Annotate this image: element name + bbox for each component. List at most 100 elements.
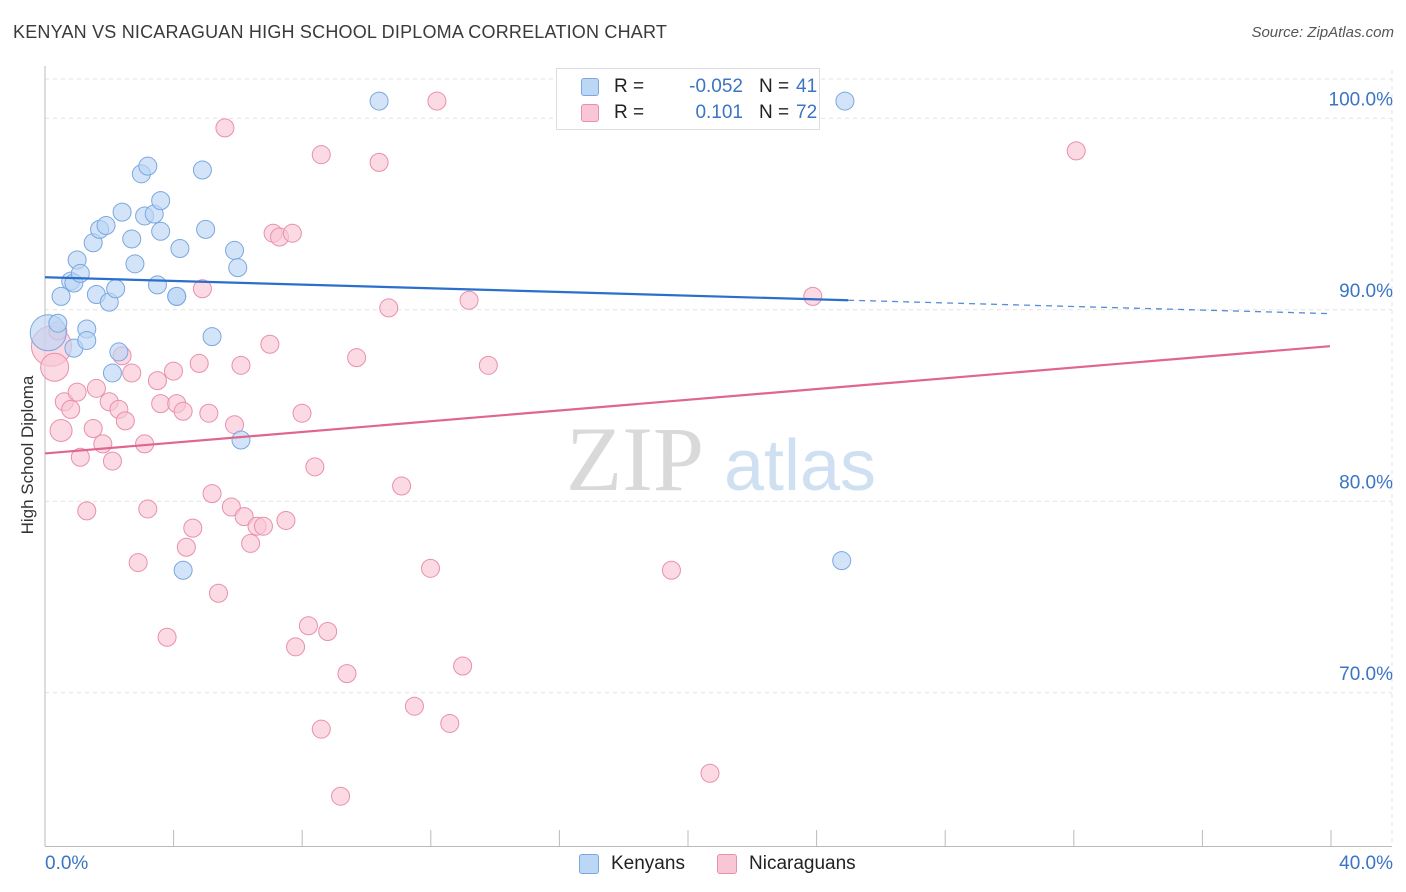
nicaraguans-point xyxy=(151,394,171,414)
nicaraguans-point xyxy=(253,516,273,536)
kenyans-point xyxy=(70,263,90,283)
nicaraguans-point xyxy=(260,334,280,354)
kenyans-point xyxy=(151,221,171,241)
nicaraguans-point xyxy=(138,499,158,519)
nicaraguans-point xyxy=(83,419,103,439)
legend-r-label: R = xyxy=(614,76,645,97)
kenyans-point xyxy=(106,279,126,299)
kenyans-point xyxy=(202,327,222,347)
y-tick-label: 70.0% xyxy=(1339,664,1393,685)
axes xyxy=(44,66,1392,847)
nicaraguans-point xyxy=(49,418,73,442)
nicaraguans-point xyxy=(231,355,251,375)
y-axis-label: High School Diploma xyxy=(18,375,37,535)
nicaraguans-point xyxy=(183,518,203,538)
trend-lines xyxy=(44,276,1331,455)
legend-n-label: N = xyxy=(759,102,790,123)
nicaraguans-point xyxy=(215,118,235,138)
x-tick-label-min: 0.0% xyxy=(45,853,88,874)
nicaraguans-point xyxy=(199,403,219,423)
tick-labels: 70.0% 80.0% 90.0% 100.0% 0.0% 40.0% xyxy=(45,89,1393,874)
kenyans-point xyxy=(48,313,68,333)
kenyans-point xyxy=(102,363,122,383)
kenyans-point xyxy=(51,286,71,306)
x-tick-label-max: 40.0% xyxy=(1339,853,1393,874)
kenyans-point xyxy=(196,219,216,239)
nicaraguans-point xyxy=(337,664,357,684)
legend-r-label: R = xyxy=(614,102,645,123)
correlation-legend: R = -0.052 N = 41 R = 0.101 N = 72 xyxy=(556,68,820,130)
legend-r-value: -0.052 xyxy=(689,76,743,97)
nicaraguans-point xyxy=(86,378,106,398)
nicaraguans-point xyxy=(70,447,90,467)
nicaraguans-point xyxy=(276,510,296,530)
kenyans-trend-line xyxy=(44,276,849,302)
nicaraguans-point xyxy=(459,290,479,310)
nicaraguans-legend-swatch xyxy=(717,854,737,874)
nicaraguans-point xyxy=(298,616,318,636)
kenyans-legend-swatch xyxy=(579,854,599,874)
nicaraguans-point xyxy=(1066,141,1086,161)
kenyans-trend-extension xyxy=(848,299,1331,315)
nicaraguans-point xyxy=(202,484,222,504)
watermark-zip: ZIP xyxy=(566,408,704,510)
nicaraguans-point xyxy=(234,507,254,527)
gridlines xyxy=(45,70,1393,845)
chart-source: Source: ZipAtlas.com xyxy=(1251,24,1394,41)
kenyans-point xyxy=(167,286,187,306)
nicaraguans-point xyxy=(122,363,142,383)
kenyans-point xyxy=(835,91,855,111)
nicaraguans-point xyxy=(478,355,498,375)
nicaraguans-point xyxy=(404,696,424,716)
nicaraguans-point xyxy=(77,501,97,521)
kenyans-point xyxy=(231,430,251,450)
y-tick-label: 80.0% xyxy=(1339,472,1393,493)
kenyans-point xyxy=(147,275,167,295)
nicaraguans-point xyxy=(305,457,325,477)
nicaraguans-point xyxy=(192,279,212,299)
nicaraguans-point xyxy=(128,553,148,573)
nicaraguans-point xyxy=(282,223,302,243)
legend-n-label: N = xyxy=(759,76,790,97)
kenyans-point xyxy=(122,229,142,249)
legend-r-value: 0.101 xyxy=(695,102,743,123)
nicaraguans-swatch xyxy=(581,104,599,122)
kenyans-point xyxy=(170,239,190,259)
kenyans-point xyxy=(369,91,389,111)
nicaraguans-point xyxy=(700,763,720,783)
legend-n-value: 41 xyxy=(796,76,818,97)
nicaraguans-point xyxy=(311,145,331,165)
legend-n-value: 72 xyxy=(796,102,818,123)
nicaraguans-point xyxy=(208,583,228,603)
nicaraguans-point xyxy=(803,286,823,306)
nicaraguans-point xyxy=(102,451,122,471)
nicaraguans-point xyxy=(292,403,312,423)
nicaraguans-point xyxy=(164,361,183,381)
nicaraguans-legend-label: Nicaraguans xyxy=(749,853,856,874)
kenyans-point xyxy=(96,216,116,236)
nicaraguans-points xyxy=(30,91,1086,806)
kenyans-point xyxy=(225,240,245,260)
nicaraguans-point xyxy=(453,656,473,676)
nicaraguans-point xyxy=(379,298,399,318)
nicaraguans-point xyxy=(61,399,81,419)
kenyans-point xyxy=(832,551,852,571)
kenyans-swatch xyxy=(581,78,599,96)
kenyans-point xyxy=(228,258,248,278)
watermark-atlas: atlas xyxy=(724,426,876,506)
nicaraguans-point xyxy=(311,719,331,739)
nicaraguans-point xyxy=(369,152,389,172)
nicaraguans-point xyxy=(286,637,306,657)
nicaraguans-point xyxy=(157,627,177,647)
y-tick-label: 100.0% xyxy=(1329,89,1394,110)
nicaraguans-point xyxy=(440,713,460,733)
nicaraguans-point xyxy=(661,560,681,580)
nicaraguans-point xyxy=(189,353,209,373)
kenyans-point xyxy=(109,342,129,362)
watermark: ZIP atlas xyxy=(566,408,876,510)
kenyans-legend-label: Kenyans xyxy=(611,853,685,874)
chart-title: KENYAN VS NICARAGUAN HIGH SCHOOL DIPLOMA… xyxy=(13,22,668,42)
kenyans-point xyxy=(112,202,132,222)
kenyans-point xyxy=(192,160,212,180)
